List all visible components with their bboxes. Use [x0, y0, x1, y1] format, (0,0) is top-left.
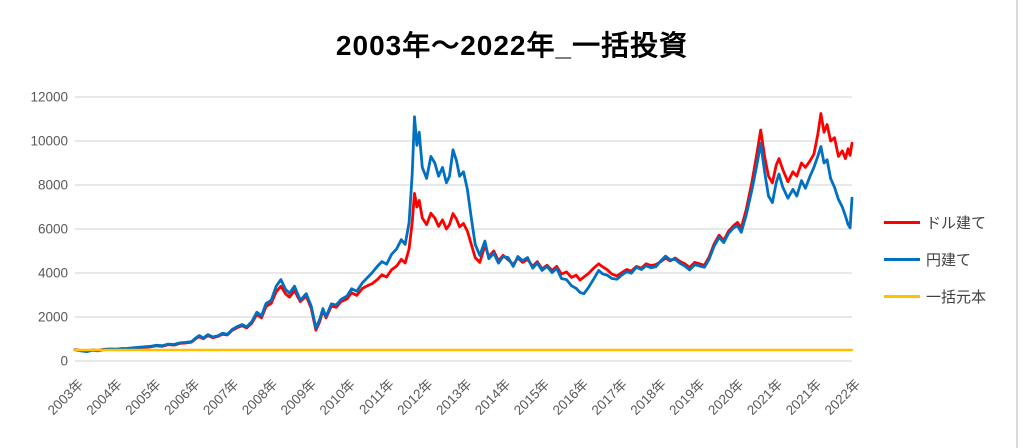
- y-tick-label-6000: 6000: [38, 222, 68, 237]
- x-tick-label-1: 2004年: [84, 377, 125, 418]
- x-tick-label-16: 2019年: [666, 377, 707, 418]
- x-tick-label-19: 2021年: [783, 377, 824, 418]
- legend-label-dollar: ドル建て: [926, 215, 987, 232]
- x-tick-label-0: 2003年: [45, 377, 86, 418]
- x-tick-label-12: 2015年: [511, 377, 552, 418]
- y-tick-label-2000: 2000: [38, 310, 68, 325]
- legend-line-swatch-gold: [884, 295, 920, 298]
- legend-label-yen: 円建て: [926, 252, 972, 269]
- legend-line-swatch-blue: [884, 258, 920, 261]
- gridlines: [75, 96, 852, 362]
- x-tick-label-14: 2017年: [589, 377, 630, 418]
- legend-line-swatch-red: [884, 221, 920, 224]
- x-tick-label-10: 2013年: [433, 377, 474, 418]
- x-tick-label-3: 2006年: [161, 377, 202, 418]
- y-tick-label-4000: 4000: [38, 266, 68, 281]
- x-tick-label-7: 2010年: [317, 377, 358, 418]
- x-tick-label-5: 2008年: [239, 377, 280, 418]
- legend-item-dollar: ドル建て: [884, 212, 986, 233]
- y-tick-label-0: 0: [60, 354, 68, 369]
- x-tick-label-11: 2014年: [472, 377, 513, 418]
- screenshot-right-border: [1016, 0, 1018, 448]
- legend-label-principal: 一括元本: [926, 289, 987, 306]
- x-tick-label-20: 2022年: [822, 377, 863, 418]
- x-tick-label-15: 2018年: [627, 377, 668, 418]
- x-tick-label-4: 2007年: [200, 377, 241, 418]
- y-axis-tick-labels: 0 2000 4000 6000 8000 10000 12000: [30, 90, 68, 369]
- legend-item-principal: 一括元本: [884, 286, 986, 307]
- legend-item-yen: 円建て: [884, 249, 986, 270]
- series-line-1-yen: [73, 115, 854, 354]
- x-tick-label-6: 2009年: [278, 377, 319, 418]
- y-tick-label-8000: 8000: [38, 178, 68, 193]
- x-tick-label-18: 2021年: [744, 377, 785, 418]
- chart-title: 2003年～2022年_一括投資: [335, 30, 689, 61]
- x-tick-label-9: 2012年: [394, 377, 435, 418]
- x-axis-tick-labels: 2003年2004年2005年2006年2007年2008年2009年2010年…: [45, 377, 863, 418]
- x-tick-label-2: 2005年: [122, 377, 163, 418]
- y-tick-label-12000: 12000: [30, 90, 68, 105]
- x-tick-label-13: 2016年: [550, 377, 591, 418]
- y-tick-label-10000: 10000: [30, 134, 68, 149]
- x-tick-label-8: 2011年: [356, 377, 397, 418]
- series-line-0-dollar: [73, 112, 854, 353]
- x-tick-label-17: 2020年: [705, 377, 746, 418]
- chart-legend: ドル建て 円建て 一括元本: [884, 212, 986, 307]
